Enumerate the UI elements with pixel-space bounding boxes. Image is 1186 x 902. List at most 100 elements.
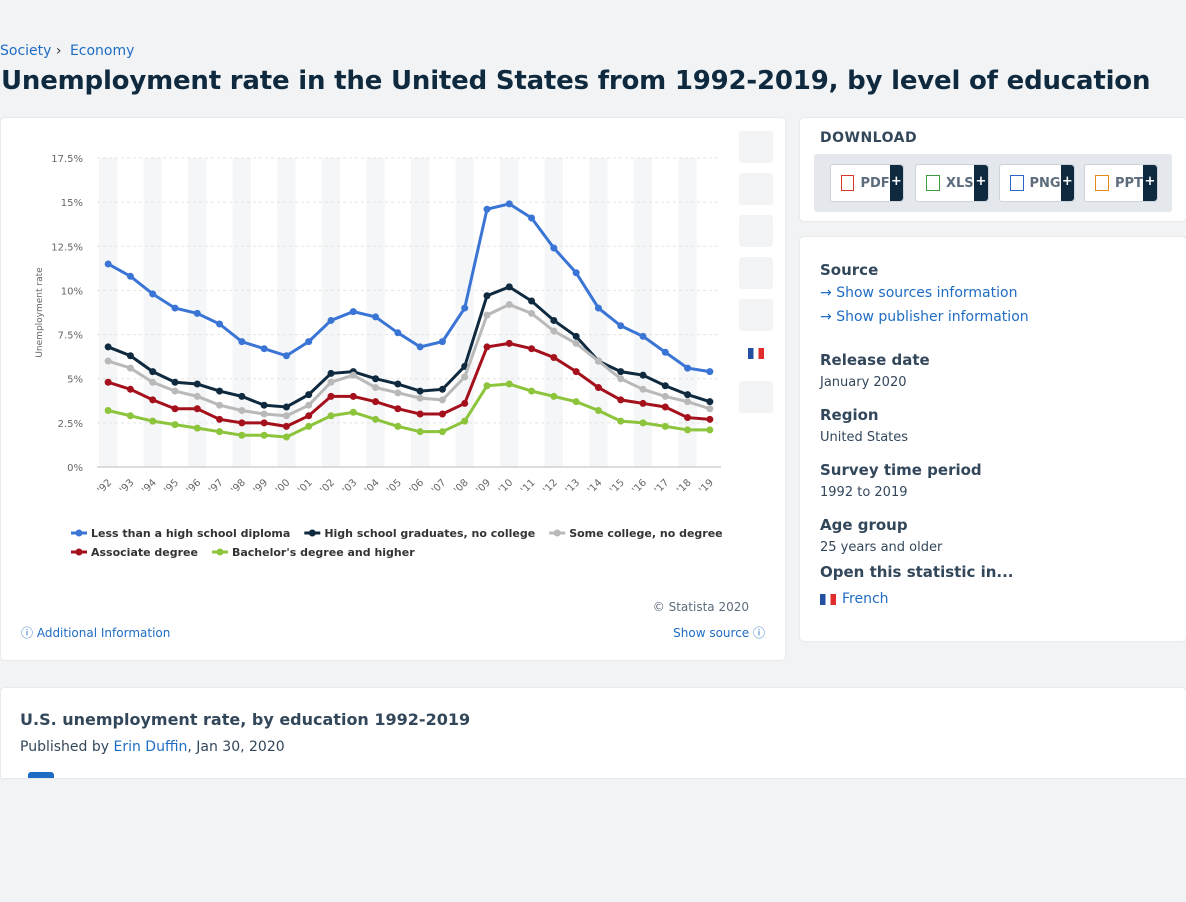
data-point	[372, 313, 380, 321]
format-label: PDF	[860, 175, 890, 191]
format-plus: +	[974, 165, 988, 201]
x-tick-label: '18	[675, 477, 694, 496]
data-point	[550, 354, 558, 362]
data-point	[550, 392, 558, 400]
data-point	[505, 200, 513, 208]
x-tick-label: '98	[229, 477, 248, 496]
data-point	[684, 364, 692, 372]
share-button[interactable]	[739, 257, 773, 289]
french-link[interactable]: French	[820, 591, 889, 607]
data-point	[639, 385, 647, 393]
data-point	[528, 214, 536, 222]
data-point	[327, 412, 335, 420]
stripe	[232, 158, 251, 467]
publisher-link[interactable]: → Show publisher information	[820, 309, 1029, 325]
info-label: Age group	[820, 516, 908, 534]
x-tick-label: '07	[430, 477, 449, 496]
data-point	[282, 352, 290, 360]
data-point	[149, 368, 157, 376]
stripe	[678, 158, 697, 467]
data-point	[216, 387, 224, 395]
stripe	[411, 158, 430, 467]
data-point	[349, 392, 357, 400]
data-point	[661, 392, 669, 400]
language: French	[842, 591, 889, 607]
crumb[interactable]: Society	[0, 43, 52, 59]
data-point	[706, 405, 714, 413]
data-point	[416, 343, 424, 351]
data-point	[260, 431, 268, 439]
data-point	[394, 405, 402, 413]
data-point	[260, 345, 268, 353]
data-point	[171, 304, 179, 312]
favorite-button[interactable]	[739, 131, 773, 163]
data-point	[639, 419, 647, 427]
x-tick-label: '12	[541, 477, 560, 496]
data-point	[394, 422, 402, 430]
data-point	[327, 378, 335, 386]
series-line	[107, 341, 710, 428]
data-point	[327, 392, 335, 400]
alert-button[interactable]	[739, 173, 773, 205]
data-point	[126, 385, 134, 393]
crumb[interactable]: Economy	[69, 43, 135, 59]
legend-label: High school graduates, no college	[324, 527, 535, 540]
data-point	[193, 424, 201, 432]
download-button[interactable]: XLS +	[915, 164, 989, 202]
data-point	[483, 311, 491, 319]
data-point	[684, 414, 692, 422]
download-button[interactable]: PDF +	[830, 164, 904, 202]
author[interactable]: Erin Duffin	[113, 739, 188, 755]
x-tick-label: '93	[118, 477, 137, 496]
series-line	[107, 285, 711, 409]
data-point	[193, 309, 201, 317]
stripe	[500, 158, 519, 467]
data-point	[394, 389, 402, 397]
show-source-link[interactable]: Show source ⓘ	[673, 626, 765, 640]
y-tick-label: 7.5%	[58, 331, 83, 342]
data-point	[305, 391, 313, 399]
language-button[interactable]	[739, 340, 773, 372]
data-point	[617, 396, 625, 404]
data-point	[684, 398, 692, 406]
data-point	[461, 399, 469, 407]
download-button[interactable]: PPT +	[1084, 164, 1158, 202]
data-point	[171, 405, 179, 413]
download-button[interactable]: PNG +	[999, 164, 1075, 202]
legend-label: Associate degree	[91, 546, 198, 559]
data-point	[461, 304, 469, 312]
data-point	[282, 403, 290, 411]
data-point	[594, 384, 602, 392]
info-label: Release date	[820, 351, 930, 369]
cite-button[interactable]	[739, 299, 773, 331]
data-point	[149, 290, 157, 298]
sources-text: Show sources information	[836, 285, 1018, 301]
show-source: Show source	[673, 626, 750, 640]
format-plus: +	[889, 165, 903, 201]
x-tick-label: '99	[252, 477, 271, 496]
series-line	[107, 302, 711, 418]
x-tick-label: '97	[207, 477, 226, 496]
data-point	[505, 301, 513, 309]
stripe	[99, 158, 118, 467]
data-point	[572, 368, 580, 376]
settings-button[interactable]	[739, 215, 773, 247]
data-point	[104, 357, 112, 365]
print-button[interactable]	[739, 381, 773, 413]
info-value: 25 years and older	[820, 540, 943, 555]
series-line	[107, 382, 710, 439]
data-point	[617, 375, 625, 383]
data-point	[260, 419, 268, 427]
y-tick-label: 2.5%	[58, 419, 83, 430]
crumb-sep: ›	[55, 43, 62, 59]
legend-dot	[75, 529, 83, 537]
data-point	[282, 412, 290, 420]
additional-info-link[interactable]: ⓘ Additional Information	[21, 626, 171, 640]
data-point	[617, 368, 625, 376]
data-point	[372, 375, 380, 383]
sources-link[interactable]: → Show sources information	[820, 285, 1018, 301]
data-point	[594, 357, 602, 365]
publication-card: U.S. unemployment rate, by education 199…	[1, 688, 1186, 778]
data-point	[349, 408, 357, 416]
